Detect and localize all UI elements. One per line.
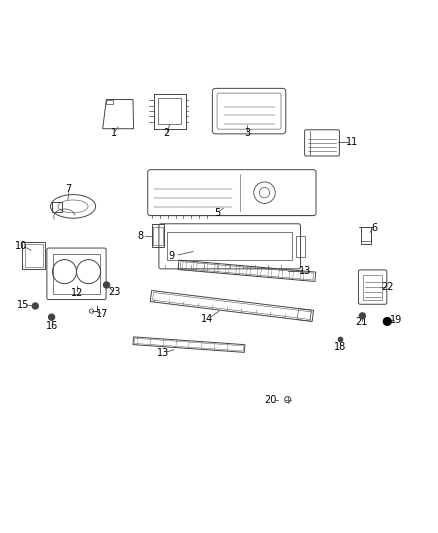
- Bar: [296, 236, 305, 257]
- Text: 20: 20: [264, 394, 277, 405]
- Text: 10: 10: [15, 241, 28, 251]
- Bar: [236, 265, 240, 275]
- Bar: [152, 293, 311, 319]
- Bar: [25, 244, 42, 266]
- Text: 12: 12: [71, 288, 84, 298]
- Text: 6: 6: [371, 223, 378, 233]
- Text: 22: 22: [381, 282, 394, 292]
- Text: 7: 7: [65, 184, 71, 194]
- Bar: [361, 227, 371, 244]
- Bar: [154, 93, 186, 128]
- Circle shape: [103, 282, 110, 288]
- Text: 13: 13: [157, 348, 170, 358]
- Circle shape: [338, 337, 343, 342]
- Text: 8: 8: [138, 231, 144, 240]
- Bar: [297, 309, 311, 321]
- Bar: [182, 261, 187, 270]
- Circle shape: [384, 318, 390, 325]
- Text: 9: 9: [169, 251, 175, 261]
- Bar: [215, 263, 219, 273]
- Text: 1: 1: [111, 128, 117, 139]
- Bar: [247, 266, 251, 276]
- Text: 2: 2: [163, 128, 170, 139]
- Bar: [152, 224, 165, 247]
- Bar: [289, 270, 293, 279]
- Text: 14: 14: [201, 314, 213, 324]
- Bar: [257, 267, 261, 277]
- Bar: [53, 254, 100, 294]
- Bar: [268, 268, 272, 278]
- Circle shape: [359, 313, 365, 319]
- Circle shape: [49, 314, 55, 320]
- Circle shape: [32, 303, 38, 309]
- Bar: [22, 242, 45, 269]
- Bar: [300, 271, 304, 280]
- Bar: [178, 260, 316, 281]
- Bar: [204, 262, 208, 272]
- Text: 11: 11: [346, 137, 358, 147]
- Text: 23: 23: [108, 287, 120, 297]
- Text: 3: 3: [244, 128, 250, 139]
- Text: 16: 16: [46, 321, 58, 331]
- Bar: [193, 261, 197, 271]
- Bar: [133, 337, 245, 352]
- Bar: [158, 98, 181, 124]
- Bar: [363, 274, 382, 300]
- Circle shape: [383, 318, 391, 325]
- Bar: [134, 338, 244, 351]
- Text: 15: 15: [17, 300, 29, 310]
- Bar: [150, 290, 314, 321]
- Text: 21: 21: [355, 317, 367, 327]
- Bar: [167, 232, 292, 260]
- Text: 5: 5: [214, 208, 220, 219]
- Bar: [225, 264, 230, 274]
- Text: 18: 18: [334, 342, 346, 352]
- Text: 13: 13: [299, 266, 311, 276]
- Bar: [53, 202, 62, 213]
- Bar: [153, 227, 163, 245]
- Bar: [180, 262, 314, 280]
- Text: 19: 19: [390, 315, 402, 325]
- Bar: [279, 269, 283, 279]
- Text: 17: 17: [96, 309, 109, 319]
